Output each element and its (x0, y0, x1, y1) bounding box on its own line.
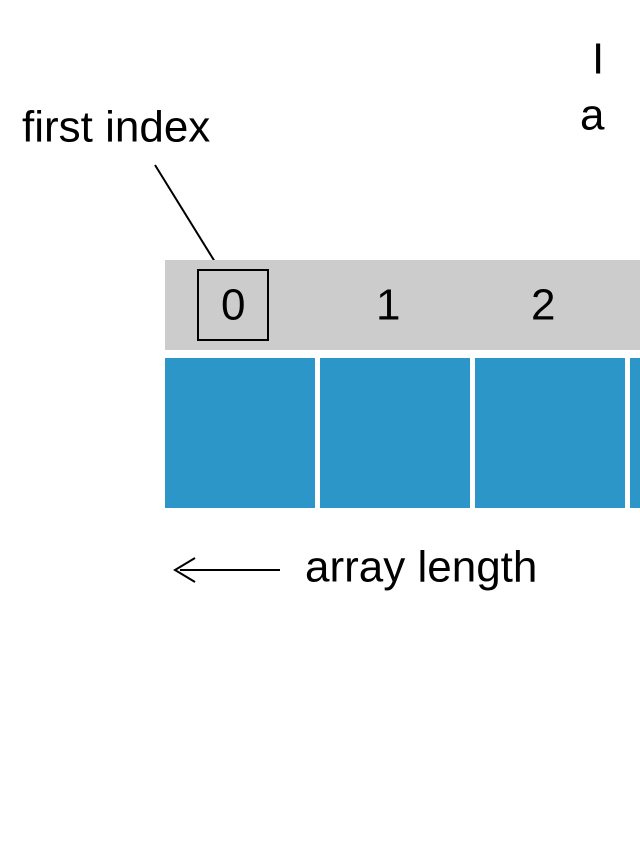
top-right-fragment-2: a (580, 91, 605, 140)
first-index-label: first index (22, 103, 210, 152)
index-1: 1 (376, 281, 400, 330)
array-cell (630, 358, 640, 508)
array-cell (165, 358, 315, 508)
array-cell (320, 358, 470, 508)
index-2: 2 (531, 281, 555, 330)
array-length-label: array length (305, 543, 537, 592)
top-right-fragment-1: I (592, 35, 604, 84)
index-0: 0 (221, 281, 245, 330)
array-cells (165, 358, 640, 508)
first-index-pointer (155, 165, 220, 270)
array-length-arrow (175, 558, 280, 582)
array-cell (475, 358, 625, 508)
